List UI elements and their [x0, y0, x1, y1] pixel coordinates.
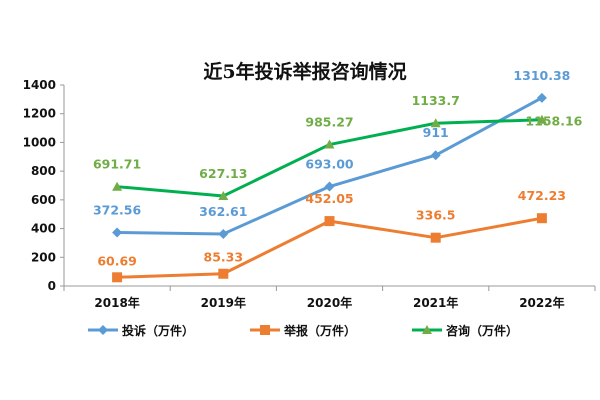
y-tick-label: 1200 [23, 107, 56, 121]
triangle-marker [218, 190, 229, 200]
diamond-marker [536, 92, 547, 103]
series-line [117, 216, 543, 279]
series-1 [112, 213, 547, 283]
data-label: 627.13 [199, 166, 247, 181]
series-2 [112, 114, 547, 200]
data-label: 336.5 [416, 208, 456, 223]
legend-item: 咨询（万件） [412, 323, 518, 338]
diamond-marker [98, 325, 108, 335]
x-tick-label: 2021年 [413, 295, 458, 310]
y-tick-label: 400 [31, 222, 56, 236]
diamond-marker [112, 227, 123, 238]
data-label: 372.56 [93, 203, 142, 218]
square-marker [112, 272, 123, 283]
square-marker [260, 325, 270, 335]
y-tick-label: 200 [31, 250, 56, 264]
y-tick-label: 0 [48, 279, 56, 293]
x-tick-label: 2020年 [307, 295, 352, 310]
diamond-marker [218, 228, 229, 239]
square-marker [324, 216, 335, 227]
legend-item: 举报（万件） [250, 323, 356, 338]
y-tick-label: 1400 [23, 78, 56, 92]
legend-item: 投诉（万件） [88, 323, 194, 338]
data-label: 1158.16 [525, 114, 582, 129]
square-marker [536, 213, 547, 224]
data-label: 472.23 [518, 188, 566, 203]
triangle-marker [422, 325, 432, 334]
data-label: 60.69 [97, 253, 137, 268]
data-label: 1310.38 [513, 68, 570, 83]
data-label: 85.33 [204, 250, 244, 265]
legend-label: 咨询（万件） [446, 323, 518, 338]
triangle-marker [536, 114, 547, 124]
x-tick-label: 2022年 [519, 295, 564, 310]
data-label: 362.61 [199, 204, 247, 219]
square-marker [218, 268, 229, 279]
data-label: 911 [423, 125, 449, 140]
legend-label: 投诉（万件） [122, 323, 194, 338]
x-tick-label: 2019年 [201, 295, 246, 310]
chart-title: 近5年投诉举报咨询情况 [203, 60, 406, 83]
x-tick-label: 2018年 [94, 295, 139, 310]
diamond-marker [324, 181, 335, 192]
series-0 [112, 92, 547, 239]
diamond-marker [430, 150, 441, 161]
y-tick-label: 800 [31, 164, 56, 178]
triangle-marker [324, 139, 335, 149]
square-marker [430, 232, 441, 243]
data-label: 1133.7 [412, 93, 460, 108]
triangle-marker [112, 181, 123, 191]
data-label: 452.05 [305, 191, 353, 206]
y-tick-label: 1000 [23, 135, 56, 149]
data-label: 693.00 [305, 157, 354, 172]
data-label: 691.71 [93, 157, 141, 172]
triangle-marker [430, 118, 441, 128]
data-label: 985.27 [305, 115, 353, 130]
legend-label: 举报（万件） [283, 323, 356, 338]
y-tick-label: 600 [31, 193, 56, 207]
